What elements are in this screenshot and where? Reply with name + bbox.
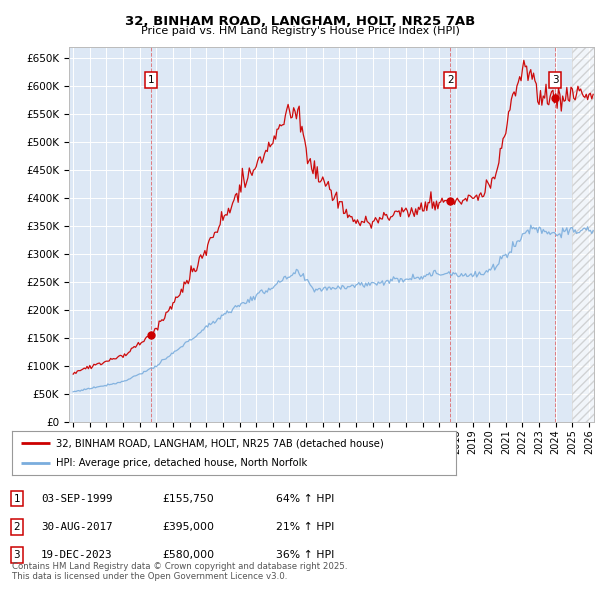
Text: 30-AUG-2017: 30-AUG-2017 [41,522,112,532]
Text: Price paid vs. HM Land Registry's House Price Index (HPI): Price paid vs. HM Land Registry's House … [140,26,460,36]
Text: 32, BINHAM ROAD, LANGHAM, HOLT, NR25 7AB (detached house): 32, BINHAM ROAD, LANGHAM, HOLT, NR25 7AB… [56,438,384,448]
Text: 36% ↑ HPI: 36% ↑ HPI [276,550,334,559]
Text: £155,750: £155,750 [162,494,214,503]
Text: 21% ↑ HPI: 21% ↑ HPI [276,522,334,532]
Text: 03-SEP-1999: 03-SEP-1999 [41,494,112,503]
Bar [572,47,594,422]
Text: 2: 2 [447,75,454,85]
Text: 19-DEC-2023: 19-DEC-2023 [41,550,112,559]
Text: 32, BINHAM ROAD, LANGHAM, HOLT, NR25 7AB: 32, BINHAM ROAD, LANGHAM, HOLT, NR25 7AB [125,15,475,28]
Text: HPI: Average price, detached house, North Norfolk: HPI: Average price, detached house, Nort… [56,458,308,468]
Text: 1: 1 [148,75,154,85]
Text: 64% ↑ HPI: 64% ↑ HPI [276,494,334,503]
Text: 2: 2 [13,522,20,532]
Text: 1: 1 [13,494,20,503]
Text: 3: 3 [552,75,559,85]
Text: £580,000: £580,000 [162,550,214,559]
Text: Contains HM Land Registry data © Crown copyright and database right 2025.
This d: Contains HM Land Registry data © Crown c… [12,562,347,581]
Text: £395,000: £395,000 [162,522,214,532]
Text: 3: 3 [13,550,20,559]
